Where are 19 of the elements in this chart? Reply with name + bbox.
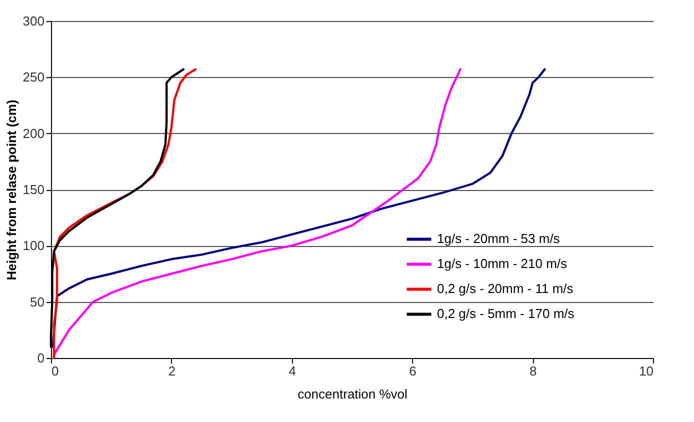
legend-label: 1g/s - 20mm - 53 m/s	[437, 231, 560, 246]
y-tick-label: 250	[22, 70, 44, 85]
legend-label: 0,2 g/s - 20mm - 11 m/s	[437, 281, 574, 296]
y-tick-label: 200	[22, 126, 44, 141]
y-tick-label: 300	[22, 14, 44, 28]
y-tick-label: 100	[22, 238, 44, 254]
x-tick-label: 4	[288, 364, 296, 378]
y-tick-label: 150	[22, 182, 44, 197]
x-tick-label: 0	[52, 364, 59, 378]
legend-label: 0,2 g/s - 5mm - 170 m/s	[437, 306, 575, 322]
legend-label: 1g/s - 10mm - 210 m/s	[437, 256, 568, 272]
x-axis-title: concentration %vol	[298, 386, 408, 402]
y-axis-title: Height from relase point (cm)	[4, 100, 19, 280]
x-tick-label: 2	[168, 364, 176, 378]
x-tick-label: 10	[639, 364, 654, 378]
x-tick-label: 6	[409, 364, 416, 378]
y-tick-label: 50	[30, 294, 44, 310]
x-tick-label: 8	[529, 364, 537, 378]
y-tick-label: 0	[37, 350, 44, 366]
